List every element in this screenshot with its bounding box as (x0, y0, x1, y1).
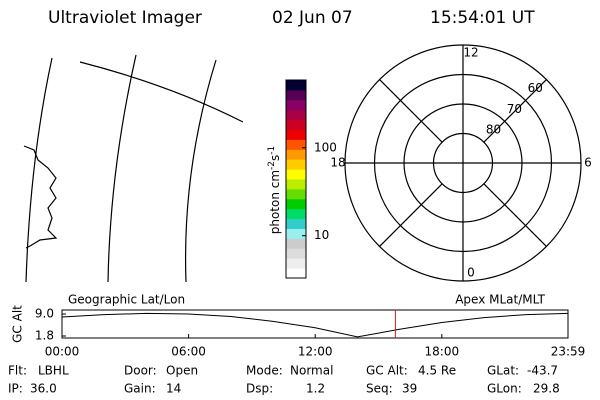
map-lines (23, 54, 244, 283)
field-label: Gain: (124, 382, 156, 396)
colorbar-cell (286, 80, 306, 91)
field-label: Dsp: (246, 382, 273, 396)
unit-part: s (268, 155, 282, 161)
field-label: Flt: (8, 364, 27, 378)
y-tick-label: 1.8 (35, 329, 54, 343)
field-label: GLon: (487, 382, 522, 396)
plot-left-label: Geographic Lat/Lon (68, 293, 185, 307)
colorbar-cell (286, 188, 306, 200)
colorbar-frame (285, 79, 307, 279)
polar-spoke (483, 183, 547, 247)
colorbar-cell (286, 268, 306, 279)
colorbar-cell (286, 99, 306, 111)
field-value: 4.5 Re (418, 364, 456, 378)
x-tick-label: 18:00 (425, 345, 460, 359)
polar-spoke (379, 79, 443, 143)
field-value: Normal (290, 364, 333, 378)
field-value: 29.8 (533, 382, 560, 396)
mlt-label: 12 (463, 46, 478, 60)
colorbar-cell (286, 198, 306, 210)
x-tick-label: 12:00 (298, 345, 333, 359)
coastline (23, 145, 58, 249)
polar-plot: 80 70 60 12 6 18 0 (330, 44, 592, 282)
altitude-plot: Geographic Lat/Lon Apex MLat/MLT GC Alt 9.0… (11, 293, 586, 359)
colorbar: 10 100 (285, 79, 337, 279)
x-tick-label: 06:00 (171, 345, 206, 359)
colorbar-cell (286, 228, 306, 239)
map-line (184, 59, 217, 283)
footer: Flt: LBHL Door: Open Mode: Normal GC Alt: 4.5 R… (8, 364, 560, 396)
polar-ring-label: 60 (528, 81, 543, 95)
y-axis-label: GC Alt (11, 305, 25, 343)
colorbar-cell (286, 248, 306, 259)
x-tick-label: 00:00 (45, 345, 80, 359)
colorbar-cell (286, 129, 306, 140)
colorbar-cell (286, 258, 306, 269)
colorbar-cell (286, 109, 306, 121)
polar-ring-label: 80 (486, 123, 501, 137)
x-tick-label: 23:59 (551, 345, 586, 359)
colorbar-cell (286, 218, 306, 229)
date: 02 Jun 07 (272, 8, 353, 28)
field-value: 1.2 (306, 382, 325, 396)
plot-right-label: Apex MLat/MLT (455, 293, 545, 307)
colorbar-cell (286, 139, 306, 150)
colorbar-tick-label: 100 (314, 140, 337, 154)
field-value: LBHL (38, 364, 69, 378)
field-label: Seq: (366, 382, 393, 396)
field-value: 36.0 (30, 382, 57, 396)
field-label: GLat: (487, 364, 519, 378)
unit-part: -2 (267, 161, 277, 170)
colorbar-unit: photon cm-2s-1 (267, 146, 282, 235)
map-line (25, 57, 53, 283)
unit-part: photon cm (268, 170, 282, 234)
field-value: 39 (402, 382, 417, 396)
polar-ring-label: 70 (507, 102, 522, 116)
title: Ultraviolet Imager (48, 8, 202, 28)
map-line (107, 54, 137, 283)
colorbar-cell (286, 119, 306, 130)
y-tick-label: 9.0 (35, 307, 54, 321)
map-line (79, 61, 244, 123)
colorbar-cell (286, 159, 306, 170)
colorbar-cell (286, 238, 306, 249)
field-value: Open (166, 364, 198, 378)
field-label: Door: (124, 364, 157, 378)
time: 15:54:01 UT (430, 8, 535, 28)
polar-spoke (379, 183, 443, 247)
colorbar-cell (286, 149, 306, 160)
colorbar-tick-label: 10 (314, 228, 329, 242)
altitude-line (61, 312, 569, 338)
unit-part: -1 (267, 146, 277, 155)
colorbar-cell (286, 89, 306, 101)
field-value: -43.7 (527, 364, 558, 378)
field-label: GC Alt: (366, 364, 408, 378)
field-label: IP: (8, 382, 23, 396)
polar-spoke (483, 79, 547, 143)
mlt-label: 0 (467, 266, 475, 280)
field-label: Mode: (246, 364, 283, 378)
mlt-label: 18 (330, 156, 345, 170)
colorbar-cell (286, 179, 306, 190)
colorbar-cell (286, 208, 306, 220)
mlt-label: 6 (584, 156, 592, 170)
field-value: 14 (166, 382, 181, 396)
colorbar-cell (286, 169, 306, 180)
